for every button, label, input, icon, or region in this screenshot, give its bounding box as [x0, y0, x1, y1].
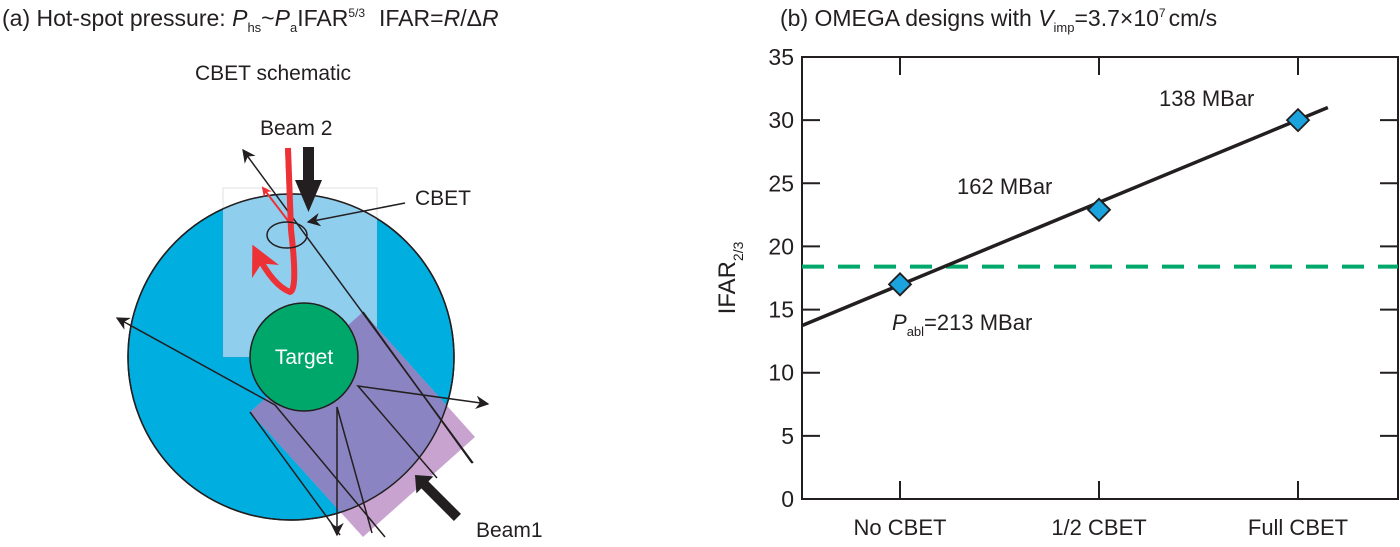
- target-label: Target: [275, 346, 334, 369]
- y-tick-label: 0: [781, 486, 794, 512]
- annotation-213-mbar: Pabl=213 MBar: [892, 310, 1032, 339]
- y-axis-label: IFAR2/3: [714, 241, 746, 314]
- y-tick-label: 30: [768, 107, 794, 133]
- beam2-arrow-icon: [295, 147, 322, 212]
- cbet-pointer: [306, 202, 406, 227]
- data-point-2: [1285, 107, 1311, 133]
- y-tick-label: 25: [768, 170, 794, 196]
- panel-a-title: (a) Hot-spot pressure: Phs~PaIFAR5/3 IFAR…: [2, 5, 499, 35]
- y-tick-label: 10: [768, 360, 794, 386]
- target-circle: [249, 302, 359, 412]
- plot-frame: [801, 56, 1399, 500]
- annotation-138-mbar: 138 MBar: [1159, 86, 1254, 111]
- x-tick-label: 1/2 CBET: [1051, 515, 1146, 540]
- y-tick-label: 20: [768, 233, 794, 259]
- data-point-0: [887, 272, 913, 297]
- cbet-ellipse: [266, 221, 308, 249]
- fit-line: [801, 105, 1329, 327]
- x-tick-label: No CBET: [854, 515, 947, 540]
- y-tick-label: 5: [781, 423, 794, 449]
- beam1-label: Beam1: [476, 519, 543, 542]
- annotation-162-mbar: 162 MBar: [957, 174, 1052, 199]
- chart-title: (b) OMEGA designs with Vimp=3.7×107 cm/s: [780, 5, 1217, 35]
- schematic-title: CBET schematic: [195, 62, 351, 85]
- x-tick-label: Full CBET: [1248, 515, 1348, 540]
- y-tick-label: 35: [768, 44, 794, 70]
- beam1-arrow-icon: [415, 475, 461, 521]
- data-point-1: [1086, 197, 1112, 223]
- y-tick-label: 15: [768, 297, 794, 323]
- beam-rays: [115, 148, 490, 538]
- beam2-label: Beam 2: [260, 117, 332, 140]
- cbet-label: CBET: [415, 187, 471, 210]
- cbet-schematic: Target: [115, 147, 490, 538]
